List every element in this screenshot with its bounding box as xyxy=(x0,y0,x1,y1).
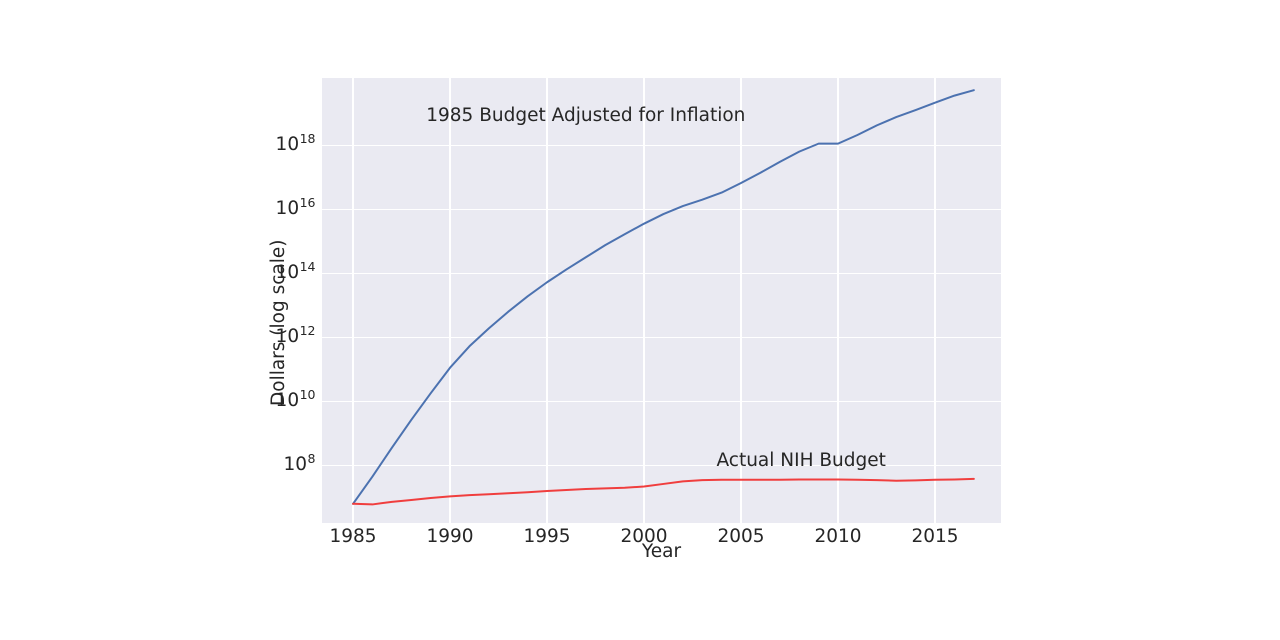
y-tick-exponent: 16 xyxy=(299,195,316,210)
y-tick-label: 1012 xyxy=(275,324,316,348)
gridline-horizontal xyxy=(322,272,1001,274)
series-line xyxy=(352,477,975,506)
x-tick-label: 2010 xyxy=(814,526,862,547)
series-line xyxy=(352,89,975,505)
y-tick-mantissa: 10 xyxy=(275,326,300,348)
y-tick-mantissa: 10 xyxy=(283,454,308,476)
x-tick-label: 1990 xyxy=(426,526,474,547)
y-tick-exponent: 10 xyxy=(299,387,316,403)
x-tick-label: 2015 xyxy=(911,526,959,547)
gridline-vertical xyxy=(546,78,548,523)
y-axis-label: Dollars (log scale) xyxy=(268,239,289,407)
y-tick-exponent: 8 xyxy=(307,451,316,467)
gridline-horizontal xyxy=(322,400,1001,402)
y-tick-mantissa: 10 xyxy=(275,198,300,219)
y-tick-label: 1016 xyxy=(275,196,316,219)
gridline-horizontal xyxy=(322,144,1001,146)
series-annotation-label: 1985 Budget Adjusted for Inflation xyxy=(426,104,746,126)
x-tick-label: 1985 xyxy=(329,526,377,547)
y-tick-mantissa: 10 xyxy=(275,133,300,155)
x-tick-label: 2000 xyxy=(620,526,668,547)
gridline-horizontal xyxy=(322,464,1001,467)
gridline-vertical xyxy=(449,78,451,523)
y-tick-mantissa: 10 xyxy=(275,262,300,284)
gridline-vertical xyxy=(934,78,936,523)
series-annotation-label: Actual NIH Budget xyxy=(716,449,886,471)
y-tick-exponent: 14 xyxy=(299,259,316,275)
gridline-vertical xyxy=(352,78,354,523)
x-tick-label: 1995 xyxy=(523,526,571,547)
y-tick-label: 1014 xyxy=(275,260,316,284)
y-tick-label: 1018 xyxy=(275,132,316,155)
series-container xyxy=(352,89,975,506)
y-tick-exponent: 18 xyxy=(299,130,316,146)
x-tick-label: 2005 xyxy=(717,526,765,547)
y-axis-ticks: 108 1010 1012 1014 1016 1018 xyxy=(230,0,316,640)
gridline-vertical xyxy=(740,78,742,523)
gridline-horizontal xyxy=(322,208,1001,210)
plot-area xyxy=(322,78,1001,523)
y-tick-label: 1010 xyxy=(275,388,316,412)
gridline-vertical xyxy=(837,78,839,523)
gridline-horizontal xyxy=(322,336,1001,338)
gridline-vertical xyxy=(643,78,645,523)
y-tick-label: 108 xyxy=(283,452,316,476)
x-axis-label: Year xyxy=(641,541,682,562)
y-tick-exponent: 12 xyxy=(299,323,316,339)
y-tick-mantissa: 10 xyxy=(275,390,300,412)
